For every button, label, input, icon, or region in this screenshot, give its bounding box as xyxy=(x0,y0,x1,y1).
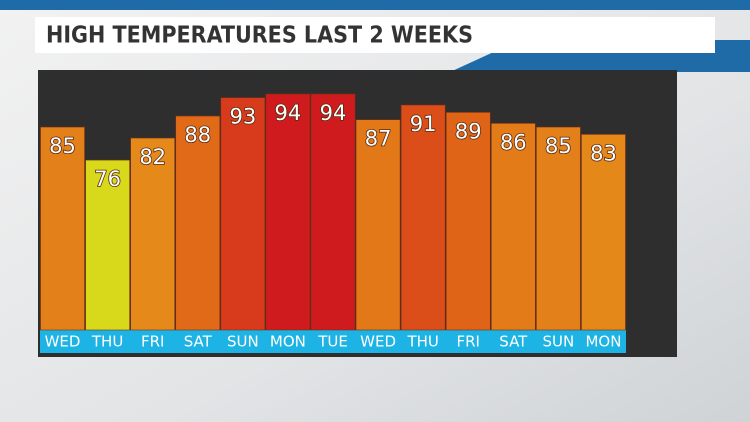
bar xyxy=(85,159,130,331)
title-banner xyxy=(35,17,715,53)
bar xyxy=(310,93,356,331)
data-label: 93 xyxy=(229,105,256,129)
category-label: WED xyxy=(360,333,396,351)
bar xyxy=(220,97,266,331)
bar xyxy=(130,137,176,331)
category-label: WED xyxy=(45,333,81,351)
bar xyxy=(40,126,85,331)
category-label: SAT xyxy=(499,333,528,351)
data-label: 83 xyxy=(590,141,617,165)
category-label: TUE xyxy=(317,333,348,351)
bar xyxy=(445,112,491,331)
category-label: MON xyxy=(270,333,306,351)
data-label: 94 xyxy=(275,101,302,125)
bar xyxy=(581,134,626,331)
data-label: 85 xyxy=(49,134,76,158)
category-label: THU xyxy=(91,333,123,351)
category-label: FRI xyxy=(141,333,164,351)
bar xyxy=(355,119,401,331)
data-label: 85 xyxy=(545,134,572,158)
data-label: 82 xyxy=(139,145,166,169)
chart-title: HIGH TEMPERATURES LAST 2 WEEKS xyxy=(46,23,473,49)
data-label: 87 xyxy=(365,127,392,151)
category-label: THU xyxy=(406,333,438,351)
plot: 85 WED 76 THU 82 FRI 88 SAT 93 SUN 94 MON 94 TUE 87 WED… xyxy=(40,93,626,353)
category-label: SUN xyxy=(543,333,575,351)
data-label: 91 xyxy=(410,112,437,136)
data-label: 86 xyxy=(500,130,527,154)
category-label: SUN xyxy=(227,333,259,351)
bar xyxy=(490,123,536,331)
bar xyxy=(536,126,581,331)
data-label: 94 xyxy=(320,101,347,125)
data-label: 89 xyxy=(455,119,482,143)
category-label: FRI xyxy=(456,333,479,351)
bar xyxy=(265,93,311,331)
data-label: 76 xyxy=(94,167,121,191)
category-strip xyxy=(40,330,626,353)
bar xyxy=(175,115,221,331)
data-label: 88 xyxy=(184,123,211,147)
category-label: SAT xyxy=(184,333,213,351)
top-stripe xyxy=(0,0,750,10)
bar xyxy=(400,104,446,331)
category-label: MON xyxy=(585,333,621,351)
